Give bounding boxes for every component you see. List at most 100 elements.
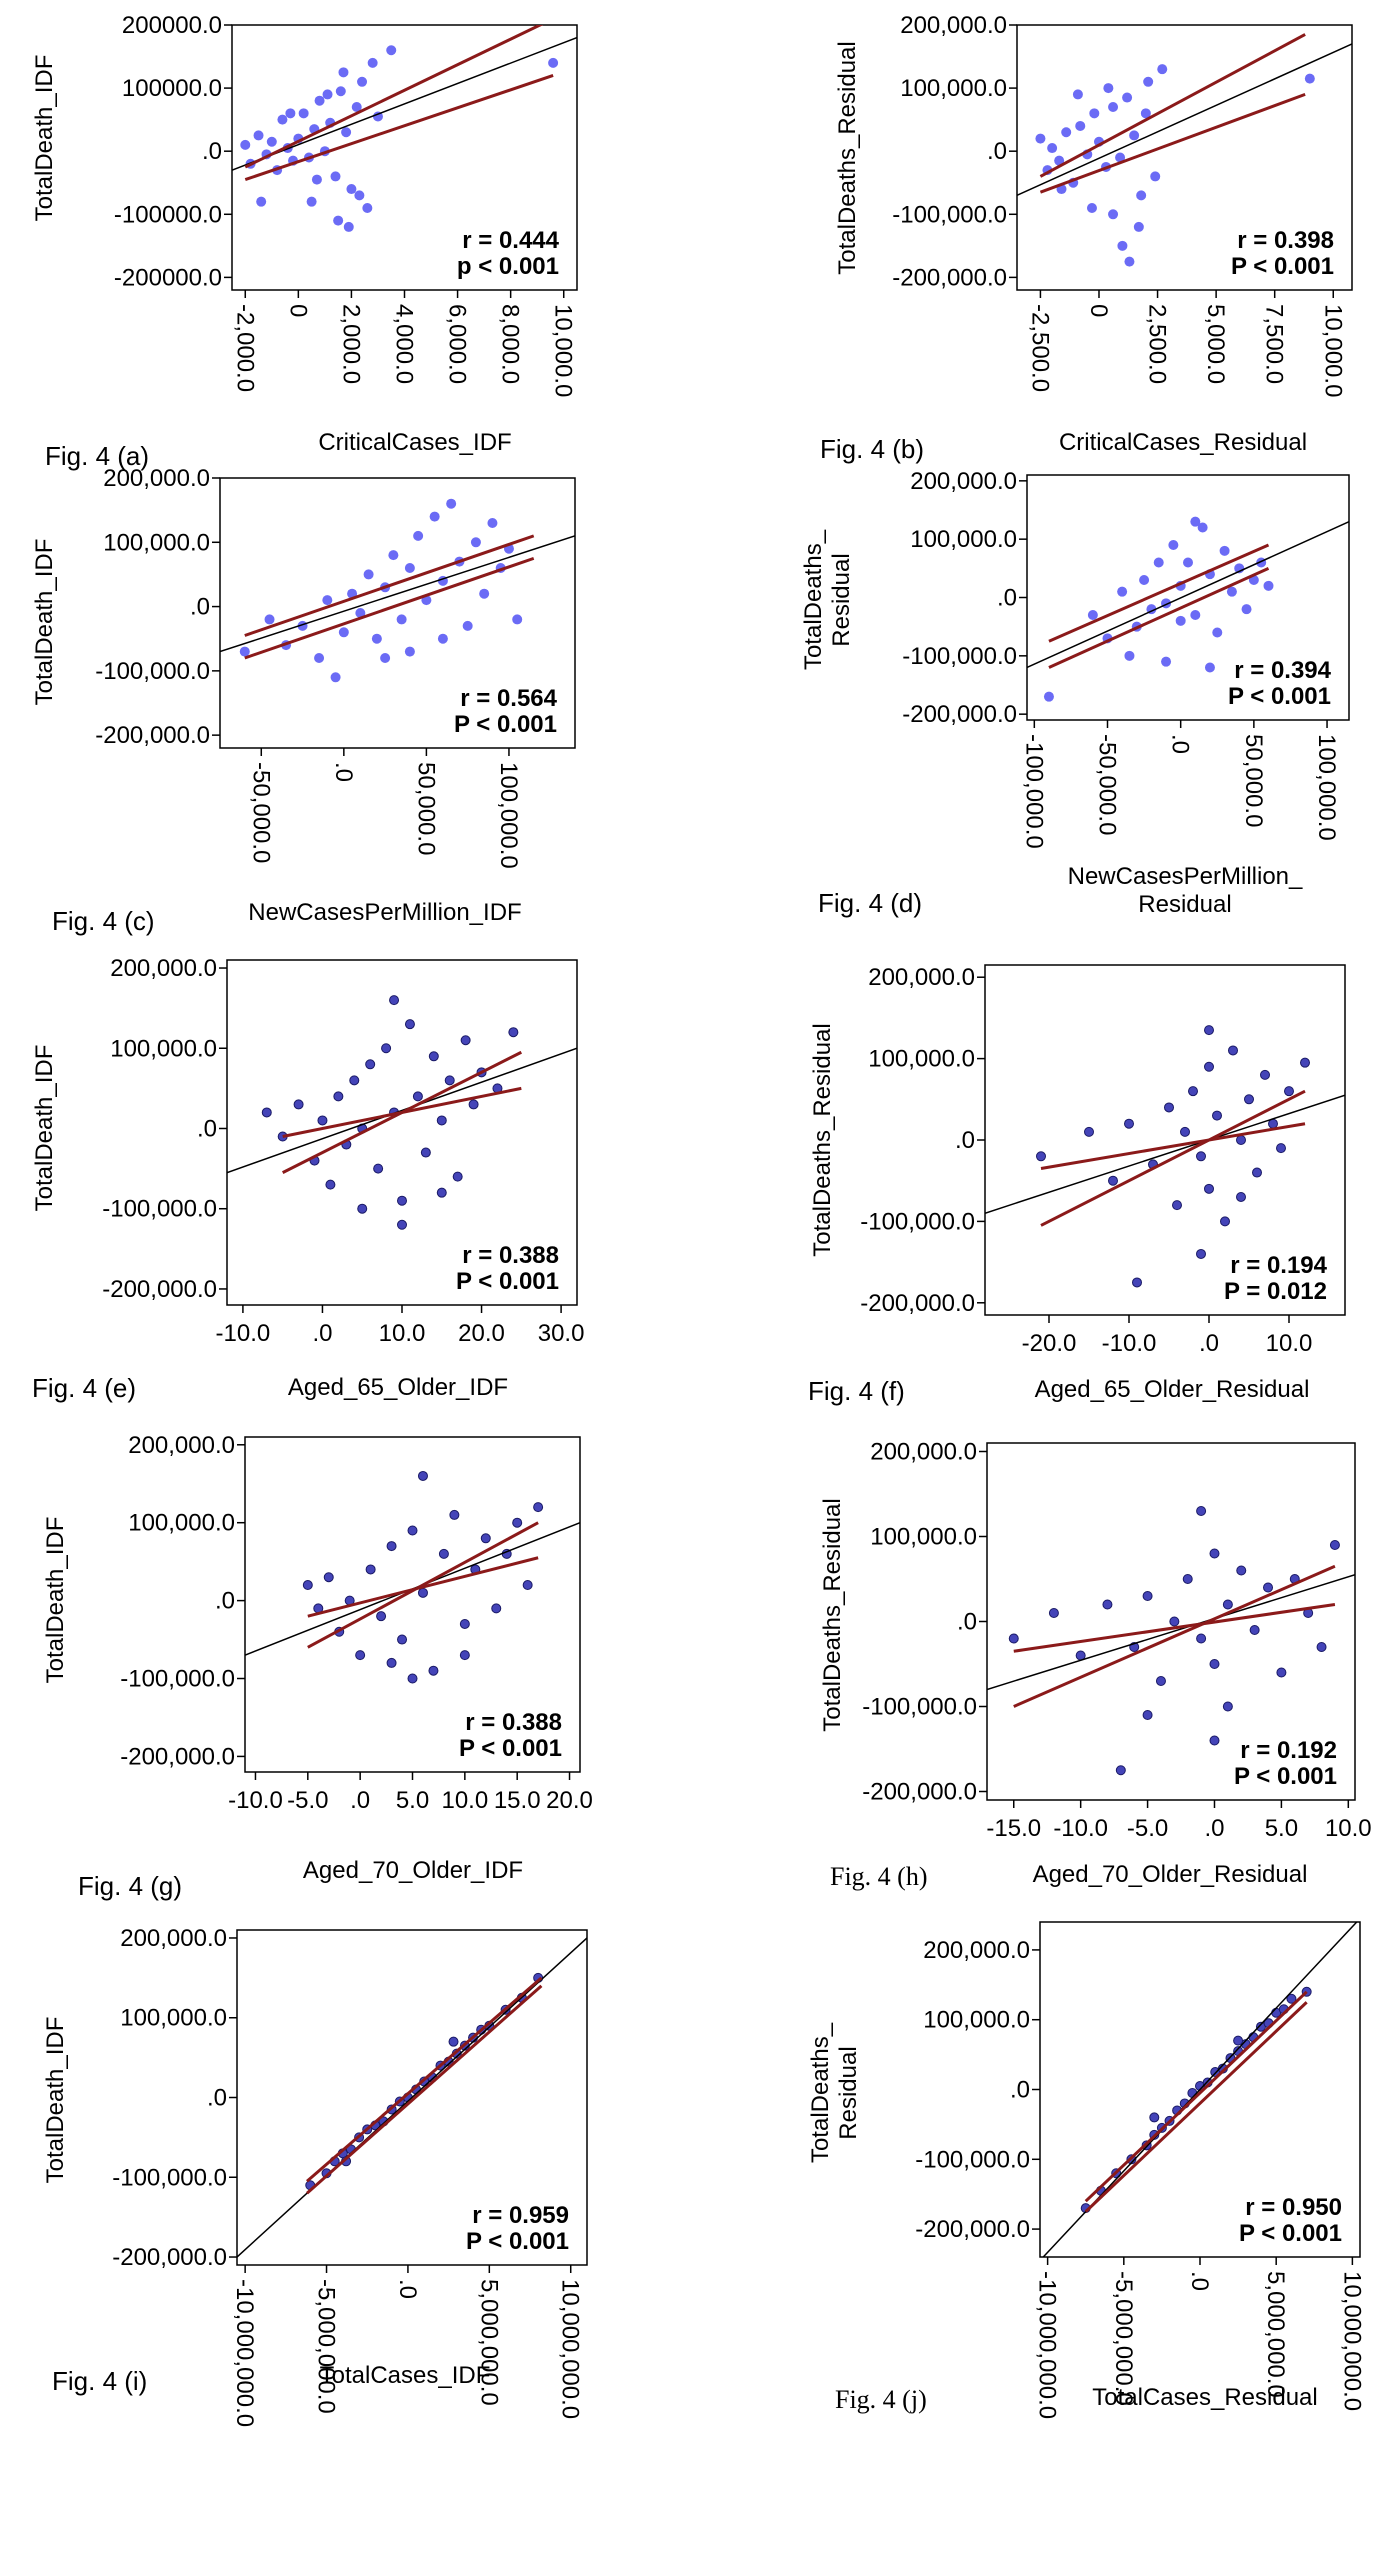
x-tick-label: .0 — [1186, 2271, 1213, 2291]
data-point — [1233, 2035, 1244, 2046]
x-tick-label: 2,500.0 — [1144, 304, 1171, 384]
data-point — [1204, 1183, 1214, 1194]
y-tick-label: .0 — [1010, 2077, 1030, 2104]
data-point — [388, 550, 399, 561]
x-tick-label: 5.0 — [396, 1787, 429, 1814]
data-point — [1143, 76, 1154, 87]
y-tick-label: 200000.0 — [122, 12, 222, 39]
data-point — [1087, 610, 1098, 620]
x-axis-label: TotalCases_IDF — [320, 2362, 491, 2389]
fit-line — [985, 1094, 1345, 1214]
data-point — [323, 1572, 334, 1583]
y-axis-label: TotalDeaths_Residual — [809, 1023, 836, 1256]
data-point — [436, 1115, 447, 1126]
plot-area — [987, 1506, 1355, 1776]
ci-line-lower — [244, 74, 554, 182]
x-tick-label: .0 — [394, 2279, 421, 2299]
data-point — [1284, 1086, 1294, 1097]
y-tick-label: -200,000.0 — [860, 1290, 975, 1317]
y-tick-label: -100,000.0 — [915, 2146, 1030, 2173]
data-point — [1075, 120, 1086, 131]
plot-area — [985, 1025, 1345, 1288]
data-point — [1222, 1701, 1233, 1712]
data-point — [491, 1603, 502, 1614]
data-point — [1196, 1248, 1206, 1259]
ci-line-upper — [306, 1976, 543, 2183]
plot-area — [220, 498, 575, 683]
plot-area — [1017, 33, 1352, 267]
data-point — [1197, 522, 1208, 533]
data-point — [1103, 83, 1114, 94]
scatter-panel-1: 200,000.0 100,000.0 .0 -100,000.0 -200,000.0… — [820, 12, 1353, 464]
data-point — [1117, 586, 1128, 597]
y-tick-label: -100,000.0 — [95, 658, 210, 685]
stat-p: P < 0.001 — [456, 1268, 559, 1295]
y-tick-label: 100,000.0 — [910, 526, 1017, 553]
data-point — [533, 1502, 544, 1513]
x-tick-label: -50,000.0 — [247, 762, 274, 863]
y-tick-label: 100000.0 — [122, 75, 222, 102]
ci-line-upper — [244, 534, 535, 637]
x-tick-label: 20.0 — [458, 1320, 505, 1347]
data-point — [407, 1673, 418, 1684]
x-tick-label: 8,000.0 — [497, 304, 524, 384]
data-point — [381, 1043, 392, 1054]
stat-p: P < 0.001 — [1239, 2220, 1342, 2247]
data-point — [1263, 1582, 1274, 1593]
data-point — [1142, 1710, 1153, 1720]
data-point — [444, 1075, 455, 1086]
x-tick-label: 15.0 — [494, 1787, 541, 1814]
y-tick-label: -100,000.0 — [120, 1666, 235, 1693]
x-tick-label: -10,000,000.0 — [1034, 2271, 1061, 2419]
scatter-panel-6: 200,000.0 100,000.0 .0 -100,000.0 -200,000.0… — [42, 1432, 593, 1901]
scatter-panel-7: 200,000.0 100,000.0 .0 -100,000.0 -200,000.0… — [819, 1439, 1372, 1892]
stat-r: r = 0.192 — [1240, 1737, 1337, 1764]
data-point — [333, 1091, 344, 1102]
fit-line — [227, 1047, 577, 1174]
figure-caption: Fig. 4 (e) — [32, 1373, 136, 1403]
x-tick-label: 5.0 — [1265, 1815, 1298, 1842]
figure-caption: Fig. 4 (b) — [820, 434, 924, 464]
y-tick-label: 200,000.0 — [870, 1439, 977, 1466]
data-point — [253, 130, 264, 141]
data-point — [1260, 1069, 1270, 1080]
data-point — [346, 184, 357, 195]
data-point — [1043, 691, 1054, 702]
ci-line-upper — [1013, 1564, 1336, 1708]
data-point — [264, 614, 275, 625]
data-point — [1061, 127, 1072, 138]
data-point — [354, 190, 365, 201]
data-point — [1249, 1625, 1260, 1635]
ci-line-lower — [1013, 1603, 1336, 1653]
data-point — [389, 995, 400, 1006]
y-tick-label: 200,000.0 — [923, 1937, 1030, 1964]
x-axis-label: Aged_70_Older_Residual — [1033, 1861, 1308, 1888]
y-tick-label: 200,000.0 — [900, 12, 1007, 39]
stat-p: P < 0.001 — [466, 2228, 569, 2255]
y-axis-label: TotalDeath_IDF — [31, 1045, 58, 1212]
y-tick-label: 200,000.0 — [120, 1925, 227, 1952]
x-axis-label: TotalCases_Residual — [1092, 2384, 1317, 2411]
x-tick-label: -5,000,000.0 — [313, 2279, 340, 2414]
plot-area — [232, 25, 577, 232]
plot-frame — [1026, 474, 1350, 721]
x-axis-label: Aged_65_Older_Residual — [1035, 1376, 1310, 1403]
x-tick-label: 10,000.0 — [550, 304, 577, 397]
y-tick-label: -200,000.0 — [120, 1743, 235, 1770]
data-point — [397, 1195, 407, 1206]
data-point — [1172, 1200, 1182, 1211]
data-point — [1047, 143, 1058, 154]
data-point — [512, 1517, 523, 1528]
data-point — [1190, 610, 1201, 620]
y-tick-label: -100,000.0 — [902, 643, 1017, 670]
data-point — [1048, 1608, 1059, 1618]
data-point — [1196, 1633, 1207, 1644]
figure-caption: Fig. 4 (i) — [52, 2366, 147, 2396]
data-point — [412, 1091, 423, 1102]
ci-line-lower — [1048, 566, 1270, 669]
y-axis-label: TotalDeaths_Residual — [834, 41, 861, 274]
data-point — [1136, 190, 1147, 201]
y-tick-label: .0 — [215, 1588, 235, 1615]
y-axis-label: TotalDeaths_Residual — [819, 1498, 846, 1731]
